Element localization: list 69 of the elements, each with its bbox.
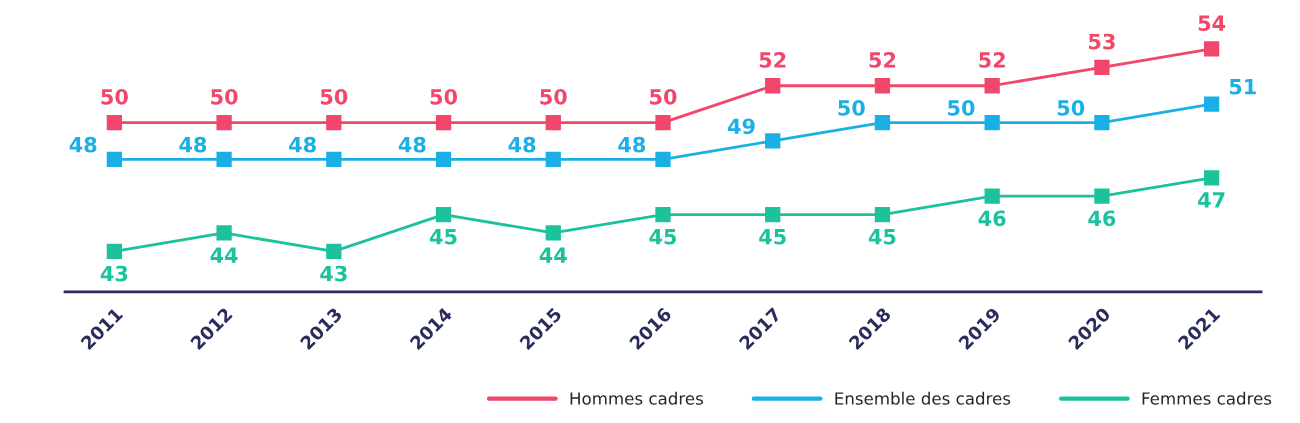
legend-label: Hommes cadres [570,391,703,405]
data-label: 48 [618,136,646,153]
point [765,133,781,149]
data-label: 51 [1229,79,1256,95]
data-label: 52 [759,52,786,68]
data-label: 50 [1057,99,1085,116]
point [765,206,781,223]
data-label: 44 [210,247,238,263]
data-label: 43 [320,265,347,282]
point [435,114,452,131]
data-label: 50 [430,88,458,105]
data-label: 48 [398,136,426,153]
data-label: 52 [869,52,896,68]
point [545,114,561,131]
data-label: 43 [100,265,128,282]
data-label: 53 [1089,33,1115,50]
data-label: 50 [320,88,348,105]
point [655,151,671,168]
point [545,151,561,168]
point [984,78,1000,94]
data-label: 48 [289,136,316,153]
point [984,114,1000,131]
point [435,206,452,223]
data-label: 52 [979,52,1005,68]
data-label: 54 [1198,15,1226,32]
point [216,151,232,168]
point [435,151,452,168]
point [874,114,891,131]
point [326,243,342,260]
data-label: 48 [508,136,536,153]
point [1094,114,1110,131]
data-label: 49 [728,118,755,135]
point [1094,188,1110,204]
point [545,225,561,241]
legend-label: Femmes cadres [1142,391,1272,405]
data-label: 46 [1088,210,1116,227]
data-label: 47 [1198,192,1225,208]
point [1094,59,1110,75]
data-label: 50 [650,88,677,105]
point [106,151,123,168]
data-label: 50 [948,99,975,116]
data-label: 45 [868,229,896,245]
point [655,114,671,131]
data-label: 50 [101,88,128,105]
point [655,206,671,223]
point [106,114,123,131]
point [326,114,342,131]
data-label: 45 [759,229,786,245]
point [1203,96,1220,112]
point [326,151,342,168]
legend-label: Ensemble des cadres [835,391,1011,405]
data-label: 45 [429,229,457,245]
data-label: 46 [978,210,1006,227]
data-label: 50 [540,88,567,105]
data-label: 44 [539,247,567,263]
point [874,206,891,223]
point [106,243,123,260]
data-label: 50 [838,99,865,116]
point [216,114,232,131]
point [765,78,781,94]
point [874,78,891,94]
data-label: 48 [179,136,207,153]
point [1203,170,1220,186]
point [1203,41,1220,57]
data-label: 48 [69,136,97,153]
data-label: 50 [211,88,238,105]
point [216,225,232,241]
point [984,188,1000,204]
data-label: 45 [649,229,677,245]
